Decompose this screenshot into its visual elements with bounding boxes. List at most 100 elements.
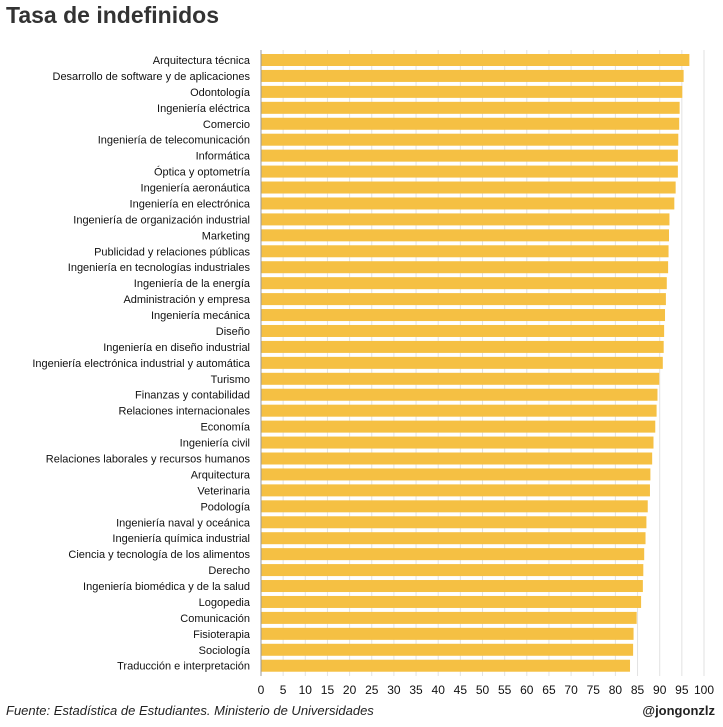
x-tick-label: 20 bbox=[343, 683, 357, 697]
category-label: Comunicación bbox=[180, 613, 250, 625]
x-tick-label: 35 bbox=[409, 683, 423, 697]
category-label: Ciencia y tecnología de los alimentos bbox=[68, 549, 250, 561]
category-label: Podología bbox=[200, 501, 250, 513]
category-label: Traducción e interpretación bbox=[117, 661, 250, 673]
bar bbox=[261, 595, 642, 608]
category-label: Diseño bbox=[216, 326, 250, 338]
bar bbox=[261, 484, 650, 497]
bar-chart: Arquitectura técnica Desarrollo de softwa… bbox=[32, 50, 715, 697]
x-tick-label: 75 bbox=[587, 683, 601, 697]
category-label: Ingeniería civil bbox=[180, 438, 250, 450]
category-label: Ingeniería biomédica y de la salud bbox=[83, 581, 250, 593]
bar bbox=[261, 532, 646, 545]
category-label: Ingeniería electrónica industrial y auto… bbox=[32, 358, 251, 370]
x-tick-label: 65 bbox=[542, 683, 556, 697]
category-label: Informática bbox=[196, 151, 251, 163]
category-label: Arquitectura bbox=[191, 469, 251, 481]
x-tick-label: 95 bbox=[675, 683, 689, 697]
category-label: Marketing bbox=[202, 230, 250, 242]
x-tick-label: 25 bbox=[365, 683, 379, 697]
category-label: Ingeniería química industrial bbox=[112, 533, 250, 545]
x-tick-label: 80 bbox=[609, 683, 623, 697]
bar bbox=[261, 133, 679, 146]
bar bbox=[261, 69, 684, 82]
category-label: Ingeniería de la energía bbox=[134, 278, 251, 290]
bar bbox=[261, 293, 666, 306]
bar bbox=[261, 117, 680, 130]
bar bbox=[261, 85, 683, 98]
x-tick-label: 30 bbox=[387, 683, 401, 697]
source-note: Fuente: Estadística de Estudiantes. Mini… bbox=[6, 703, 374, 718]
x-tick-label: 50 bbox=[476, 683, 490, 697]
category-label: Sociología bbox=[199, 645, 251, 657]
chart-title: Tasa de indefinidos bbox=[6, 2, 219, 28]
x-tick-label: 100 bbox=[694, 683, 714, 697]
x-tick-label: 70 bbox=[564, 683, 578, 697]
bar bbox=[261, 245, 669, 258]
bar bbox=[261, 324, 665, 337]
bar bbox=[261, 261, 669, 274]
bars bbox=[261, 54, 690, 672]
category-label: Logopedia bbox=[199, 597, 251, 609]
bar bbox=[261, 388, 658, 401]
x-tick-label: 10 bbox=[299, 683, 313, 697]
bar bbox=[261, 500, 648, 513]
bar bbox=[261, 580, 643, 593]
x-tick-label: 15 bbox=[321, 683, 335, 697]
category-label: Ingeniería naval y oceánica bbox=[116, 517, 251, 529]
category-label: Comercio bbox=[203, 119, 250, 131]
category-label: Fisioterapia bbox=[193, 629, 251, 641]
bar bbox=[261, 101, 680, 114]
x-tick-label: 90 bbox=[653, 683, 667, 697]
category-label: Ingeniería en electrónica bbox=[130, 198, 251, 210]
category-label: Óptica y optometría bbox=[154, 166, 251, 179]
category-label: Ingeniería en diseño industrial bbox=[103, 342, 250, 354]
category-label: Relaciones laborales y recursos humanos bbox=[46, 454, 251, 466]
category-label: Ingeniería en tecnologías industriales bbox=[68, 262, 251, 274]
category-label: Ingeniería de telecomunicación bbox=[98, 135, 250, 147]
category-labels: Arquitectura técnica Desarrollo de softwa… bbox=[32, 55, 251, 673]
bar bbox=[261, 611, 637, 624]
x-tick-label: 85 bbox=[631, 683, 645, 697]
x-axis-ticks: 0 5 10 15 20 25 30 35 40 45 50 55 60 65 70 75 80 85 90 95 10… bbox=[258, 683, 715, 697]
bar bbox=[261, 213, 670, 226]
category-label: Ingeniería eléctrica bbox=[157, 103, 251, 115]
category-label: Arquitectura técnica bbox=[153, 55, 251, 67]
x-tick-label: 40 bbox=[432, 683, 446, 697]
bar bbox=[261, 372, 660, 385]
x-tick-label: 55 bbox=[498, 683, 512, 697]
category-label: Relaciones internacionales bbox=[119, 406, 251, 418]
category-label: Odontología bbox=[190, 87, 251, 99]
bar bbox=[261, 197, 675, 210]
x-tick-label: 5 bbox=[280, 683, 287, 697]
bar bbox=[261, 277, 667, 290]
bar bbox=[261, 420, 656, 433]
category-label: Turismo bbox=[211, 374, 250, 386]
category-label: Veterinaria bbox=[197, 485, 250, 497]
category-label: Ingeniería mecánica bbox=[151, 310, 251, 322]
bar bbox=[261, 659, 631, 672]
category-label: Administración y empresa bbox=[123, 294, 250, 306]
bar bbox=[261, 309, 666, 322]
bar bbox=[261, 181, 676, 194]
category-label: Ingeniería de organización industrial bbox=[73, 214, 250, 226]
bar bbox=[261, 643, 634, 656]
bar bbox=[261, 452, 653, 465]
x-tick-label: 60 bbox=[520, 683, 534, 697]
bar bbox=[261, 340, 664, 353]
category-label: Derecho bbox=[208, 565, 250, 577]
bar bbox=[261, 54, 690, 66]
author-handle: @jongonzlz bbox=[642, 703, 715, 718]
x-tick-label: 0 bbox=[258, 683, 265, 697]
category-label: Finanzas y contabilidad bbox=[135, 390, 250, 402]
bar bbox=[261, 436, 654, 449]
category-label: Desarrollo de software y de aplicaciones bbox=[53, 71, 251, 83]
bar bbox=[261, 229, 670, 242]
bar bbox=[261, 627, 634, 640]
bar bbox=[261, 165, 678, 178]
bar bbox=[261, 548, 645, 561]
bar bbox=[261, 516, 647, 529]
category-label: Economía bbox=[200, 422, 250, 434]
x-tick-label: 45 bbox=[454, 683, 468, 697]
bar bbox=[261, 356, 663, 369]
